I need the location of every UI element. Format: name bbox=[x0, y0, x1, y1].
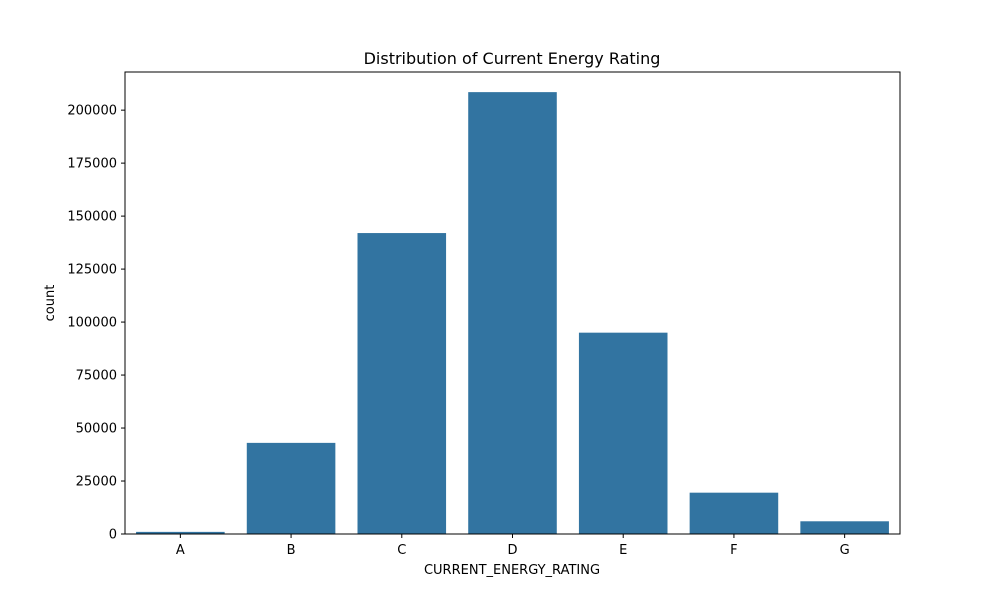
x-tick-label: G bbox=[840, 543, 850, 558]
y-axis: 0 25000 50000 75000 100000 125000 150000 175000… bbox=[67, 104, 125, 543]
y-tick-label: 100000 bbox=[67, 316, 117, 331]
chart-title: Distribution of Current Energy Rating bbox=[364, 49, 661, 68]
x-tick-label: A bbox=[176, 543, 185, 558]
x-tick-label: E bbox=[619, 543, 627, 558]
y-tick-label: 0 bbox=[109, 528, 117, 543]
bar-e bbox=[578, 332, 668, 534]
y-tick-label: 200000 bbox=[67, 104, 117, 119]
x-tick-label: B bbox=[287, 543, 296, 558]
bar-a bbox=[136, 531, 225, 534]
y-tick-label: 25000 bbox=[76, 475, 117, 490]
y-tick-label: 125000 bbox=[67, 263, 117, 278]
bars-layer bbox=[136, 92, 889, 535]
x-axis: A B C D E F G bbox=[176, 534, 850, 558]
y-axis-label: count bbox=[43, 285, 58, 322]
bar-c bbox=[357, 233, 447, 535]
x-tick-label: D bbox=[507, 543, 517, 558]
x-axis-label: CURRENT_ENERGY_RATING bbox=[424, 563, 600, 578]
bar-f bbox=[689, 492, 779, 534]
x-tick-label: C bbox=[397, 543, 406, 558]
y-tick-label: 175000 bbox=[67, 157, 117, 172]
y-tick-label: 150000 bbox=[67, 210, 117, 225]
bar-g bbox=[800, 521, 889, 534]
y-tick-label: 50000 bbox=[76, 422, 117, 437]
y-tick-label: 75000 bbox=[76, 369, 117, 384]
bar-b bbox=[246, 442, 336, 534]
x-tick-label: F bbox=[730, 543, 737, 558]
bar-d bbox=[468, 92, 557, 534]
